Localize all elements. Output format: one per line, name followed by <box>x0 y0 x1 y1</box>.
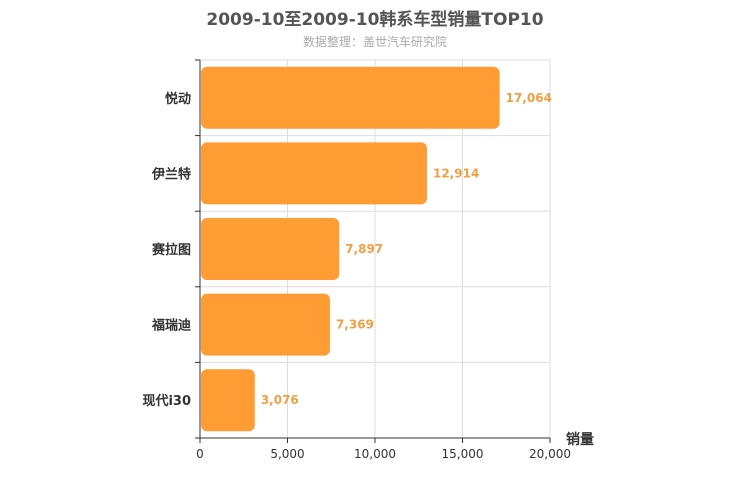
x-tick-label: 10,000 <box>354 447 396 461</box>
bar-value-label: 7,369 <box>336 318 374 332</box>
bar-value-label: 7,897 <box>345 242 383 256</box>
bar <box>201 66 500 129</box>
x-tick-label: 20,000 <box>529 447 571 461</box>
bar-value-label: 12,914 <box>433 166 479 180</box>
x-tick-label: 0 <box>196 447 204 461</box>
bar-value-label: 17,064 <box>506 91 552 105</box>
labels: 17,064 悦动 12,914 伊兰特 7,897 赛拉图 7,369 福瑞迪 3,076 现代… <box>142 91 571 461</box>
category-label: 悦动 <box>165 91 191 107</box>
bar-value-label: 3,076 <box>261 393 299 407</box>
category-label: 赛拉图 <box>151 242 191 258</box>
bar <box>201 142 427 205</box>
bar <box>201 218 340 280</box>
chart-title: 2009-10至2009-10韩系车型销量TOP10 <box>206 10 544 30</box>
axes <box>195 59 551 443</box>
x-tick-label: 5,000 <box>270 447 304 461</box>
bar <box>201 369 255 432</box>
bar <box>201 293 330 356</box>
x-axis-title: 销量 <box>566 431 594 448</box>
category-label: 伊兰特 <box>151 166 191 182</box>
category-label: 现代i30 <box>142 393 191 409</box>
bars <box>201 66 500 432</box>
chart-subtitle: 数据整理：盖世汽车研究院 <box>302 35 447 49</box>
category-label: 福瑞迪 <box>151 318 191 334</box>
x-tick-label: 15,000 <box>442 447 484 461</box>
